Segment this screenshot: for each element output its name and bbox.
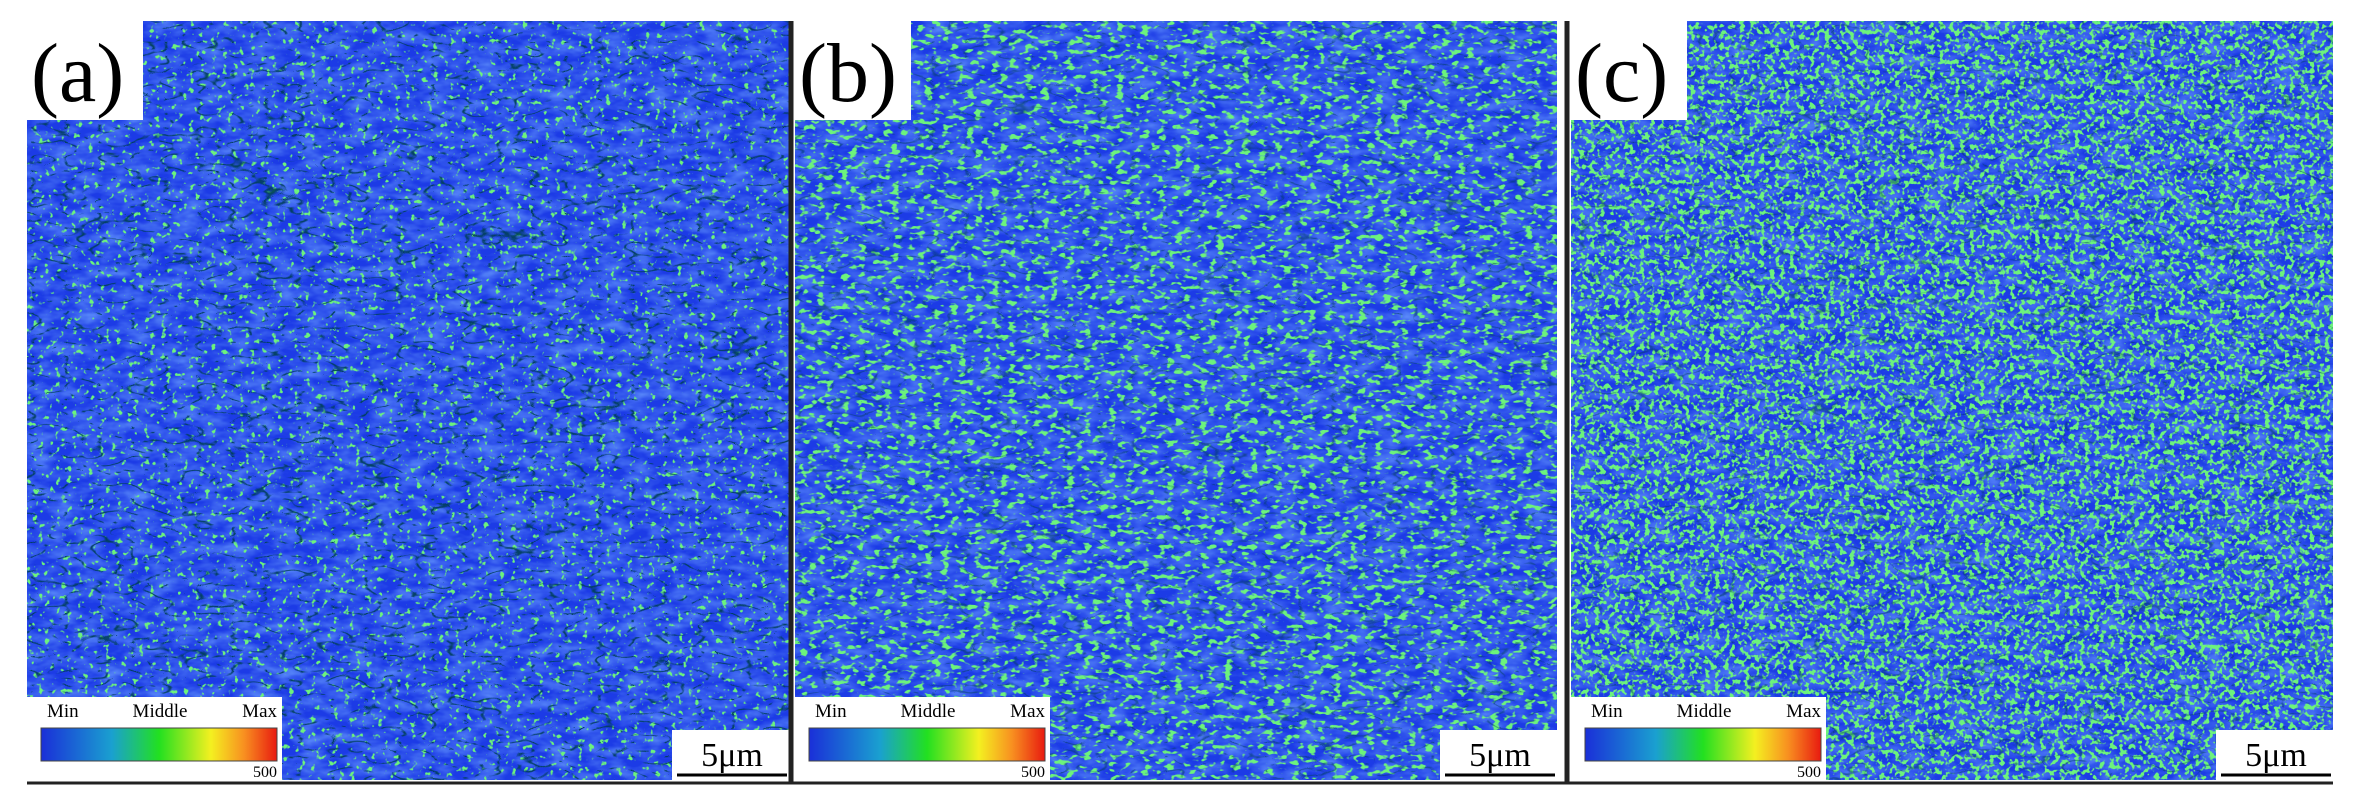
legend-max: Max: [1786, 701, 1821, 722]
legend-min: Min: [815, 701, 847, 722]
scale-bar-label: 5μm: [701, 737, 763, 774]
panel-label: (c): [1575, 27, 1668, 120]
scale-box: [1440, 730, 1557, 780]
micrograph-boundaries: [1571, 21, 2333, 780]
micrograph-panel: (b) Min Middle Max 500 5μm: [795, 21, 1557, 781]
legend-value: 500: [253, 764, 277, 781]
panel-label: (b): [799, 27, 897, 120]
color-bar: [1584, 727, 1822, 762]
panel-label: (a): [31, 27, 124, 120]
legend-middle: Middle: [133, 701, 188, 722]
scale-box: [672, 730, 789, 780]
label-box: [1571, 21, 1687, 120]
scale-bar-label: 5μm: [1469, 737, 1531, 774]
legend-middle: Middle: [901, 701, 956, 722]
micrograph-panel: (a) Min Middle Max 500 5μm: [27, 21, 789, 781]
legend-middle: Middle: [1677, 701, 1732, 722]
label-box: [795, 21, 911, 120]
legend-min: Min: [47, 701, 79, 722]
micrograph-boundaries: [27, 21, 789, 780]
micrograph-boundaries: [795, 21, 1557, 780]
legend-min: Min: [1591, 701, 1623, 722]
scale-bar-label: 5μm: [2245, 737, 2307, 774]
label-box: [27, 21, 143, 120]
legend-value: 500: [1021, 764, 1045, 781]
legend-value: 500: [1797, 764, 1821, 781]
scale-box: [2216, 730, 2333, 780]
color-bar: [808, 727, 1046, 762]
micrograph-panel: (c) Min Middle Max 500 5μm: [1571, 21, 2333, 781]
legend-max: Max: [1010, 701, 1045, 722]
color-bar: [40, 727, 278, 762]
legend-max: Max: [242, 701, 277, 722]
